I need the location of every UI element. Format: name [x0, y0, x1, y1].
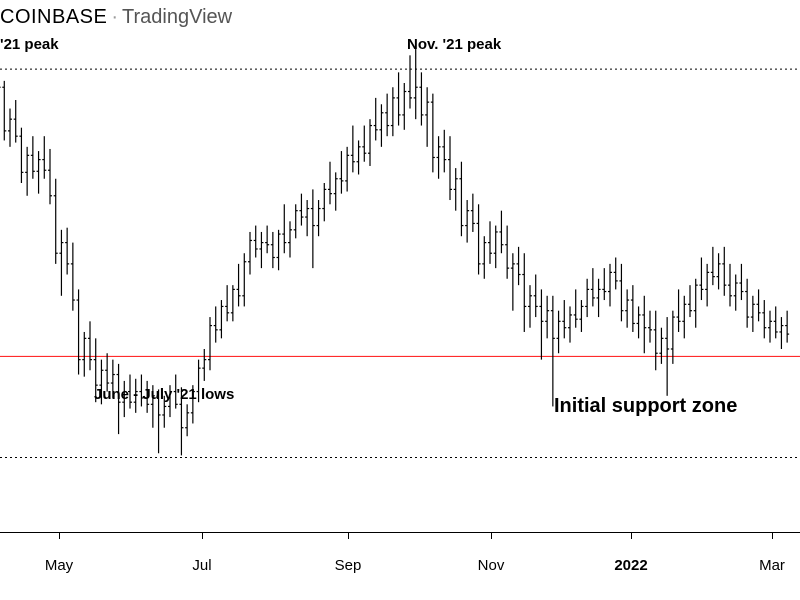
- x-axis-tick: [772, 533, 773, 539]
- x-axis-tick: [348, 533, 349, 539]
- x-axis-label: May: [45, 557, 73, 574]
- x-axis-label: 2022: [614, 557, 647, 574]
- x-axis-tick: [631, 533, 632, 539]
- x-axis-label: Mar: [759, 557, 785, 574]
- chart-annotation: June - July '21 lows: [94, 386, 234, 403]
- x-axis-label: Nov: [478, 557, 505, 574]
- x-axis-label: Sep: [335, 557, 362, 574]
- x-axis-tick: [491, 533, 492, 539]
- x-axis-tick: [202, 533, 203, 539]
- chart-annotation: '21 peak: [0, 36, 59, 53]
- chart-annotation: Initial support zone: [554, 395, 737, 418]
- x-axis-tick: [59, 533, 60, 539]
- chart-annotation: Nov. '21 peak: [407, 36, 501, 53]
- price-chart: [0, 0, 800, 532]
- x-axis-label: Jul: [192, 557, 211, 574]
- x-axis: May Jul Sep Nov 2022 Mar: [0, 532, 800, 600]
